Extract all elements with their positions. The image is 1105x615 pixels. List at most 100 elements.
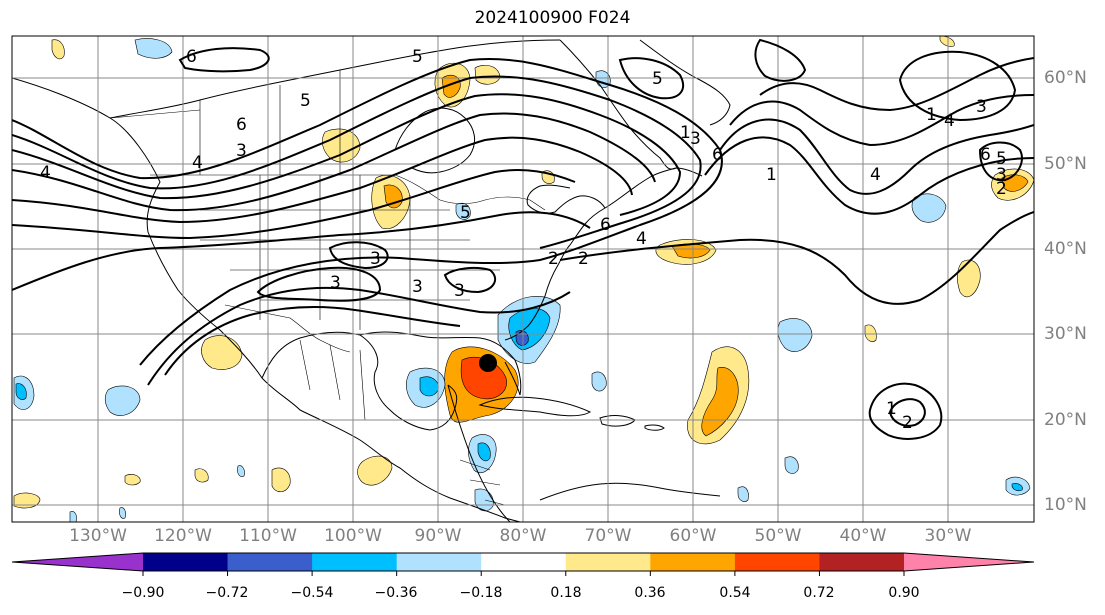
negative-anomaly-shading <box>13 38 1031 522</box>
contour-label: 5 <box>652 69 663 89</box>
us-canada-border <box>150 174 546 211</box>
anomaly-region-caribbean-blue <box>477 442 491 462</box>
anomaly-region-atlantic-lightblue-5 <box>737 486 749 502</box>
contour-label: 2 <box>578 249 589 269</box>
contour-atlantic-3 <box>704 136 1034 215</box>
longitude-label: 100°W <box>324 526 382 546</box>
longitude-label: 80°W <box>499 526 547 546</box>
longitude-label: 50°W <box>754 526 802 546</box>
contour-jet-6 <box>12 169 576 240</box>
colorbar-tick-label: 0.90 <box>888 585 920 601</box>
colorbar-tick-label: −0.72 <box>205 585 249 601</box>
contour-label: 3 <box>690 129 701 149</box>
puerto-rico-coast <box>644 424 665 431</box>
coastlines <box>12 39 731 522</box>
contour-low-northeast <box>898 50 1017 122</box>
greenland-south-coast <box>639 39 731 126</box>
colorbar-segment <box>227 553 313 571</box>
storm-center-marker <box>479 354 497 372</box>
anomaly-region-atlantic-lightblue-4 <box>784 456 799 474</box>
colorbar-extend-high <box>904 553 1034 571</box>
anomaly-region-mexico-yellow <box>201 335 243 370</box>
hudson-bay-coast <box>394 107 476 174</box>
colorbar-segment <box>143 553 229 571</box>
central-america-borders <box>459 459 506 506</box>
contour-label: 6 <box>600 215 611 235</box>
colorbar-tick-label: −0.18 <box>459 585 503 601</box>
contour-lines <box>12 38 1034 440</box>
contour-label: 3 <box>236 141 247 161</box>
colorbar-segment <box>734 553 820 571</box>
contour-label: 5 <box>996 149 1007 169</box>
contour-label: 4 <box>870 165 881 185</box>
latitude-label: 50°N <box>1044 154 1087 174</box>
latitude-label: 10°N <box>1044 495 1087 515</box>
contour-label: 6 <box>186 47 197 67</box>
colorbar-segment <box>312 553 398 571</box>
contour-south-2 <box>164 306 461 376</box>
caribbean-south-coast <box>539 482 721 501</box>
anomaly-region-atlantic-orange <box>701 367 739 437</box>
contour-label: 6 <box>712 145 723 165</box>
contour-label: 3 <box>996 165 1007 185</box>
contour-label: 1 <box>680 123 691 143</box>
contour-atlantic-5 <box>759 57 1034 112</box>
colorbar-tick-label: 0.18 <box>550 585 582 601</box>
colorbar-tick-label: −0.36 <box>374 585 418 601</box>
contour-plains-low <box>256 266 382 302</box>
mexico-state-lines <box>299 339 366 421</box>
labrador-coast <box>559 39 677 170</box>
contour-label: 4 <box>192 153 203 173</box>
anomaly-region-small-yellow-5 <box>51 39 65 60</box>
longitude-label: 90°W <box>414 526 462 546</box>
anomaly-region-small-yellow-1 <box>13 492 41 509</box>
anomaly-region-atlantic-lightblue-1 <box>777 318 813 352</box>
anomaly-region-atlantic-lightblue-3 <box>591 371 607 392</box>
anomaly-region-small-yellow-2 <box>124 474 141 486</box>
gridlines <box>12 36 1034 522</box>
canada-arctic-coast <box>109 39 561 119</box>
anomaly-region-southeast-darkblue <box>515 330 529 346</box>
latitude-label: 30°N <box>1044 324 1087 344</box>
longitude-label: 70°W <box>584 526 632 546</box>
anomaly-region-small-yellow-3 <box>194 468 209 483</box>
anomaly-region-atlantic-lightblue-2 <box>911 193 947 223</box>
contour-label: 1 <box>766 165 777 185</box>
colorbar-tick-label: 0.54 <box>719 585 751 601</box>
latitude-label: 60°N <box>1044 68 1087 88</box>
anomaly-region-small-yellow-6 <box>864 324 877 342</box>
longitude-label: 130°W <box>69 526 127 546</box>
colorbar-tick-label: −0.90 <box>121 585 165 601</box>
anomaly-region-lakes-lightblue <box>455 202 471 220</box>
contour-canada-loop <box>178 47 270 73</box>
anomaly-region-hudson-orange <box>441 75 461 98</box>
contour-label: 4 <box>944 111 955 131</box>
colorbar-tick-label: 0.36 <box>634 585 666 601</box>
contour-jet-4 <box>12 112 656 212</box>
contour-jet-2 <box>12 75 702 249</box>
anomaly-region-small-lightblue-3 <box>119 507 126 519</box>
colorbar-segment <box>481 553 567 571</box>
contour-label: 3 <box>370 249 381 269</box>
contour-label: 3 <box>412 277 423 297</box>
colorbar-segment <box>396 553 482 571</box>
contour-jet-7 <box>12 211 591 291</box>
contour-label: 5 <box>300 91 311 111</box>
colorbar-tick-label: 0.72 <box>803 585 835 601</box>
contour-label: 3 <box>454 281 465 301</box>
contour-low-atlantic-small <box>868 382 943 440</box>
map-frame <box>11 35 1035 523</box>
contour-label: 6 <box>236 115 247 135</box>
anomaly-region-pacific-small-yellow <box>271 467 291 493</box>
longitude-label: 110°W <box>239 526 297 546</box>
contour-atlantic-2 <box>719 118 1034 195</box>
mexico-gulf-coast <box>261 331 458 431</box>
central-america-coast <box>447 384 511 522</box>
longitude-label: 40°W <box>839 526 887 546</box>
contour-south-1 <box>147 286 571 386</box>
hispaniola-coast <box>599 415 636 427</box>
contour-atlantic-4 <box>729 94 1034 147</box>
anomaly-region-pacific-lightblue-2 <box>104 385 141 416</box>
florida-peninsula <box>504 244 571 341</box>
